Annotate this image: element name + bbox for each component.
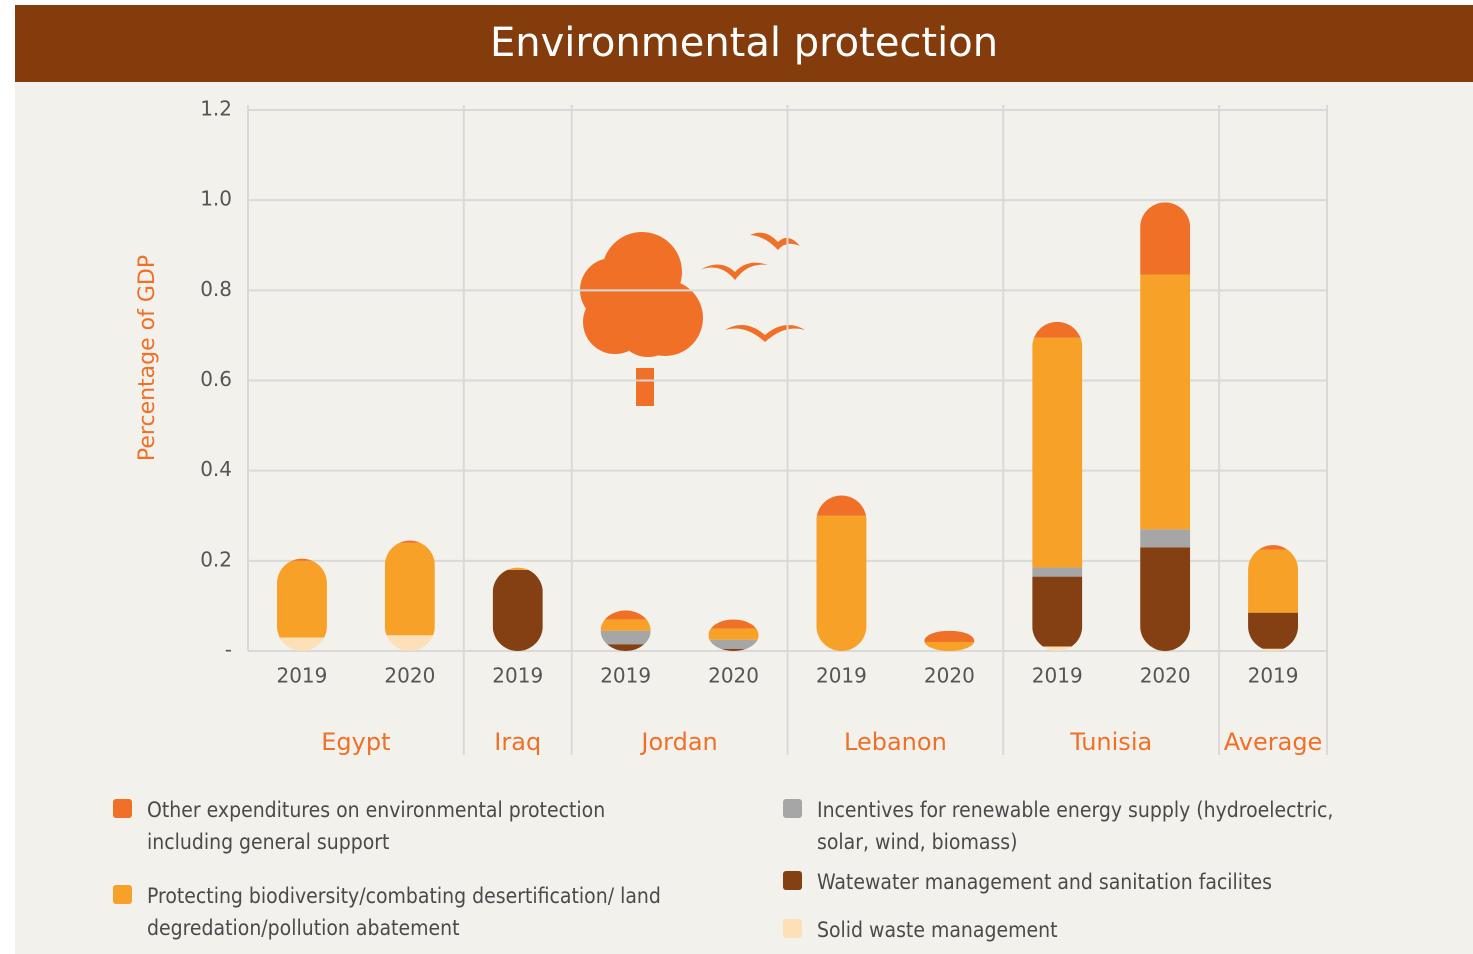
- bar-segment: [924, 630, 975, 642]
- legend-label: Protecting biodiversity/combating desert…: [147, 884, 661, 940]
- panel: [15, 82, 1473, 954]
- bar-stack: [600, 610, 651, 651]
- bar-segment: [1140, 529, 1191, 548]
- bar-segment: [600, 630, 651, 645]
- bar-segment: [1248, 612, 1299, 649]
- bar-segment: [276, 637, 327, 651]
- bar-segment: [600, 610, 651, 620]
- bar-segment: [708, 628, 759, 640]
- bar-stack: [276, 558, 327, 651]
- legend-label: Solid waste management: [817, 918, 1058, 942]
- legend-label: Incentives for renewable energy supply (…: [817, 798, 1334, 854]
- bar-segment: [492, 567, 543, 570]
- bar-segment: [1248, 549, 1299, 613]
- header: [15, 5, 1473, 82]
- bar-segment: [1248, 648, 1299, 651]
- x-tick-label: 2020: [924, 664, 975, 688]
- chart-title: Environmental protection: [490, 20, 998, 66]
- x-tick-label: 2019: [1248, 664, 1299, 688]
- bar-stack: [1140, 202, 1191, 651]
- bar-stack: [816, 495, 867, 651]
- bar-segment: [1032, 567, 1083, 577]
- bar-stack: [1248, 545, 1299, 651]
- x-tick-label: 2019: [600, 664, 651, 688]
- y-tick-label: 0.8: [200, 277, 232, 301]
- bar-segment: [1140, 274, 1191, 530]
- group-label: Egypt: [321, 728, 390, 756]
- bar-segment: [816, 495, 867, 516]
- bar-segment: [708, 639, 759, 649]
- y-tick-label: 1.2: [200, 97, 232, 121]
- bar-segment: [384, 542, 435, 636]
- x-tick-label: 2019: [492, 664, 543, 688]
- x-tick-label: 2020: [1140, 664, 1191, 688]
- bar-segment: [1248, 545, 1299, 550]
- bar-segment: [1032, 337, 1083, 568]
- bar-stack: [384, 540, 435, 651]
- bar-stack: [924, 630, 975, 651]
- y-tick-label: -: [225, 638, 232, 662]
- legend-label: Other expenditures on environmental prot…: [147, 798, 606, 854]
- bar-segment: [276, 558, 327, 561]
- bar-stack: [492, 567, 543, 651]
- bar-stack: [1032, 321, 1083, 651]
- bar-segment: [1032, 576, 1083, 647]
- x-tick-label: 2019: [816, 664, 867, 688]
- bar-segment: [708, 619, 759, 629]
- x-tick-label: 2020: [384, 664, 435, 688]
- legend-swatch: [113, 885, 132, 904]
- bar-segment: [600, 619, 651, 631]
- y-tick-label: 1.0: [200, 187, 232, 211]
- legend-swatch: [783, 919, 802, 938]
- bar-segment: [276, 560, 327, 638]
- bar-segment: [384, 540, 435, 543]
- legend-swatch: [113, 799, 132, 818]
- x-tick-label: 2019: [1032, 664, 1083, 688]
- y-tick-label: 0.4: [200, 457, 232, 481]
- legend-label: Watewater management and sanitation faci…: [817, 870, 1272, 894]
- y-tick-label: 0.2: [200, 547, 232, 571]
- bar-segment: [384, 635, 435, 651]
- group-label: Jordan: [639, 728, 717, 756]
- group-label: Tunisia: [1069, 728, 1152, 756]
- legend-swatch: [783, 799, 802, 818]
- y-axis-label: Percentage of GDP: [135, 255, 160, 461]
- y-tick-label: 0.6: [200, 367, 232, 391]
- x-tick-label: 2020: [708, 664, 759, 688]
- bar-segment: [600, 644, 651, 651]
- group-label: Iraq: [494, 728, 541, 756]
- bar-stack: [708, 619, 759, 651]
- bar-segment: [924, 641, 975, 651]
- bar-segment: [1032, 321, 1083, 338]
- x-tick-label: 2019: [276, 664, 327, 688]
- group-label: Lebanon: [844, 728, 947, 756]
- legend-swatch: [783, 871, 802, 890]
- bar-segment: [708, 648, 759, 651]
- group-label: Average: [1224, 728, 1323, 756]
- bar-segment: [1140, 202, 1191, 275]
- bar-segment: [1032, 646, 1083, 651]
- bar-segment: [1140, 547, 1191, 651]
- bar-segment: [492, 569, 543, 651]
- bar-segment: [816, 515, 867, 651]
